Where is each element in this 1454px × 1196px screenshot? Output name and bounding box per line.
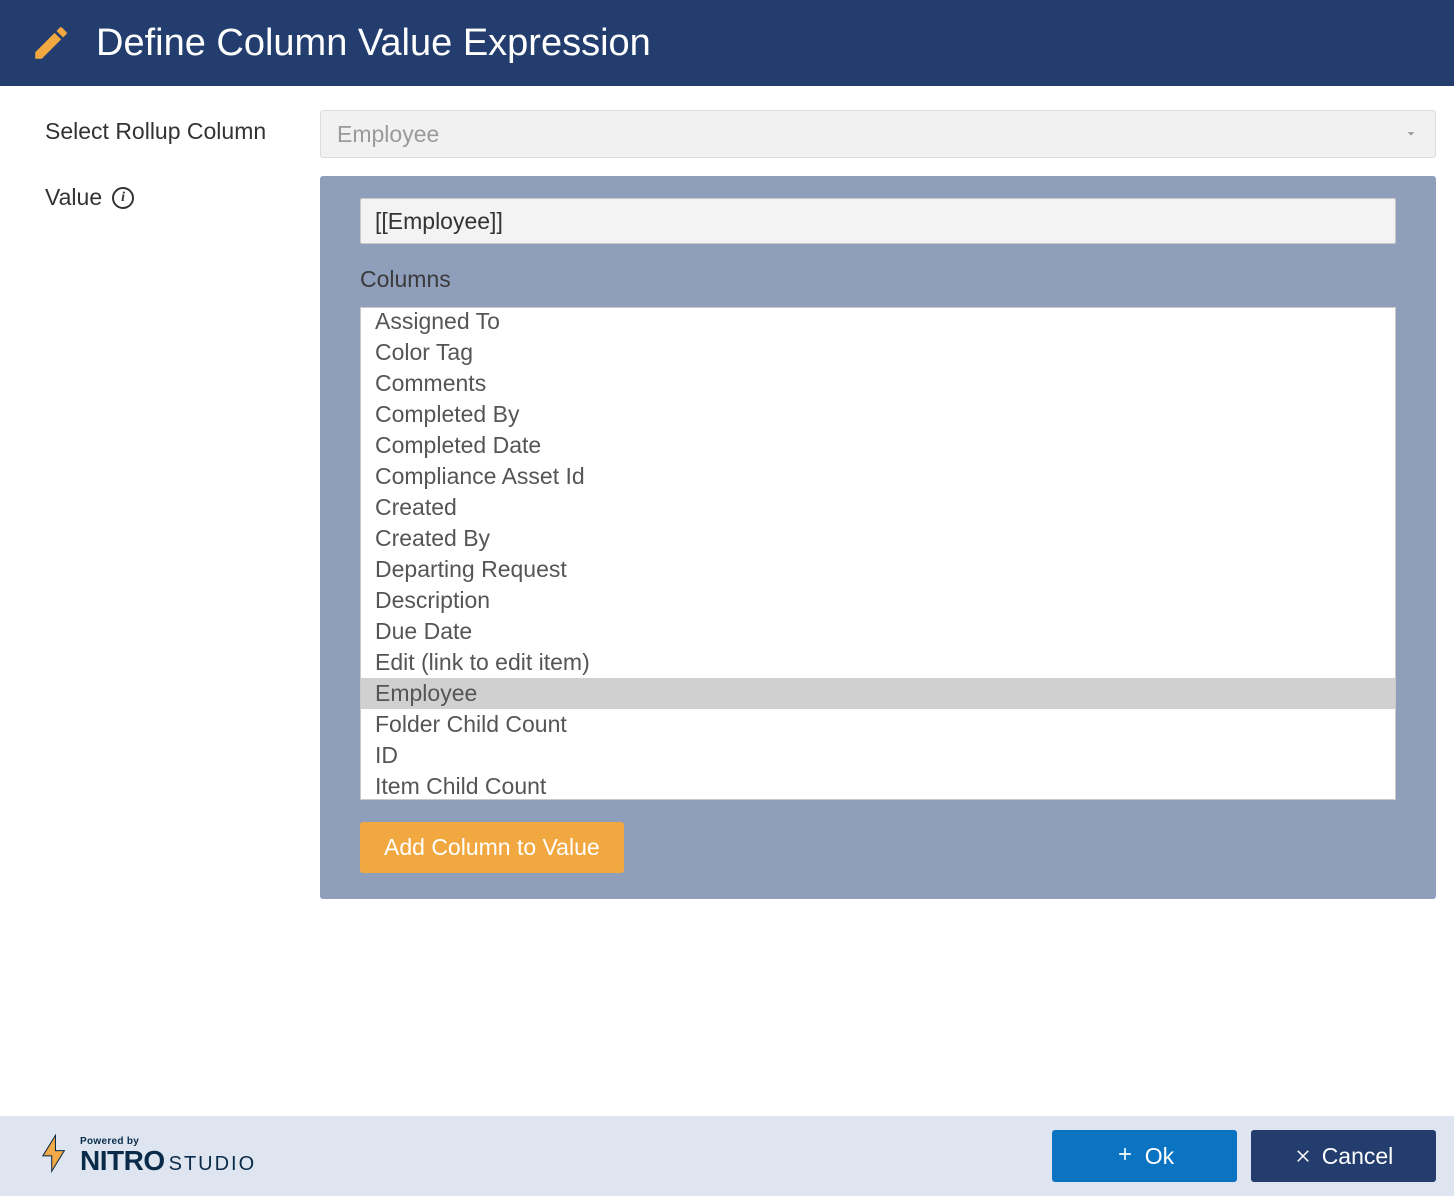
column-item[interactable]: Description xyxy=(361,585,1395,616)
columns-list-container: Assigned ToColor TagCommentsCompleted By… xyxy=(360,307,1396,800)
column-item[interactable]: Item Child Count xyxy=(361,771,1395,799)
rollup-column-select[interactable]: Employee xyxy=(320,110,1436,158)
column-item[interactable]: Edit (link to edit item) xyxy=(361,647,1395,678)
pencil-icon xyxy=(26,18,76,68)
dialog-title: Define Column Value Expression xyxy=(96,22,651,65)
column-item[interactable]: Departing Request xyxy=(361,554,1395,585)
add-column-to-value-button[interactable]: Add Column to Value xyxy=(360,822,624,873)
info-icon[interactable]: i xyxy=(112,187,134,209)
cancel-button-label: Cancel xyxy=(1322,1143,1394,1170)
dialog-footer: Powered by NITRO STUDIO Ok Cancel xyxy=(0,1116,1454,1196)
dialog-body: Select Rollup Column Employee Value i Co… xyxy=(0,86,1454,923)
cancel-button[interactable]: Cancel xyxy=(1251,1130,1436,1182)
brand-nitro-text: NITRO xyxy=(80,1147,165,1175)
column-item[interactable]: Created xyxy=(361,492,1395,523)
column-item[interactable]: Completed Date xyxy=(361,430,1395,461)
column-item[interactable]: Completed By xyxy=(361,399,1395,430)
rollup-column-selected-value: Employee xyxy=(337,121,439,148)
bolt-icon xyxy=(38,1134,72,1179)
column-item[interactable]: Created By xyxy=(361,523,1395,554)
column-item[interactable]: Color Tag xyxy=(361,337,1395,368)
columns-section-label: Columns xyxy=(360,266,1396,293)
value-label-group: Value i xyxy=(45,176,320,211)
rollup-column-label: Select Rollup Column xyxy=(45,110,320,145)
dialog-header: Define Column Value Expression xyxy=(0,0,1454,86)
column-item[interactable]: Compliance Asset Id xyxy=(361,461,1395,492)
plus-icon xyxy=(1115,1143,1135,1170)
brand-studio-text: STUDIO xyxy=(169,1154,257,1174)
ok-button[interactable]: Ok xyxy=(1052,1130,1237,1182)
column-item[interactable]: Assigned To xyxy=(361,308,1395,337)
column-item[interactable]: Employee xyxy=(361,678,1395,709)
value-panel: Columns Assigned ToColor TagCommentsComp… xyxy=(320,176,1436,899)
column-item[interactable]: ID xyxy=(361,740,1395,771)
footer-buttons: Ok Cancel xyxy=(1052,1130,1436,1182)
rollup-column-row: Select Rollup Column Employee xyxy=(45,110,1436,158)
columns-list[interactable]: Assigned ToColor TagCommentsCompleted By… xyxy=(361,308,1395,799)
expression-input[interactable] xyxy=(360,198,1396,244)
chevron-down-icon xyxy=(1403,121,1419,148)
ok-button-label: Ok xyxy=(1145,1143,1174,1170)
column-item[interactable]: Due Date xyxy=(361,616,1395,647)
close-icon xyxy=(1294,1143,1312,1170)
nitro-studio-logo: Powered by NITRO STUDIO xyxy=(38,1134,256,1179)
value-label: Value xyxy=(45,184,102,211)
value-row: Value i Columns Assigned ToColor TagComm… xyxy=(45,176,1436,899)
column-item[interactable]: Folder Child Count xyxy=(361,709,1395,740)
column-item[interactable]: Comments xyxy=(361,368,1395,399)
